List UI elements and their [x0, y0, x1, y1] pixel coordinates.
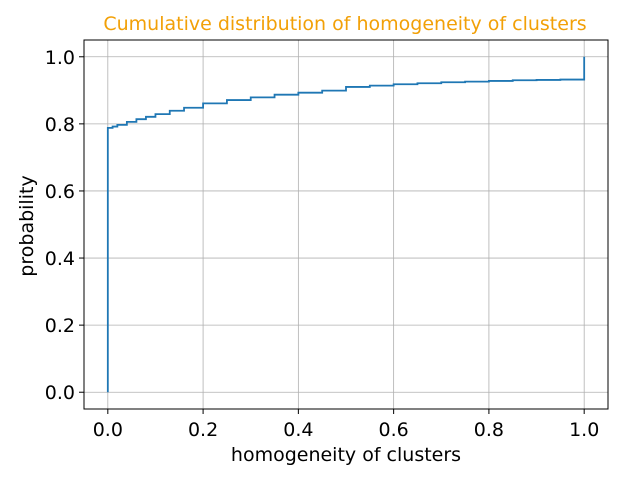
- series-group: [106, 56, 586, 393]
- x-tick-label: 0.8: [474, 419, 504, 441]
- y-tick-label: 1.0: [45, 47, 75, 69]
- x-tick-label: 0.2: [188, 419, 218, 441]
- chart-title: Cumulative distribution of homogeneity o…: [103, 13, 586, 35]
- axis-ticks: 0.0 0.2 0.4 0.6 0.8 1.0 0.0 0.2 0.4 0.6 0.8 1.0: [45, 47, 600, 441]
- y-tick-label: 0.2: [45, 315, 75, 337]
- y-tick-label: 0.0: [45, 382, 75, 404]
- x-tick-label: 0.6: [379, 419, 409, 441]
- x-tick-label: 0.4: [283, 419, 313, 441]
- y-tick-label: 0.6: [45, 181, 75, 203]
- cdf-line: [106, 56, 586, 393]
- x-axis-label: homogeneity of clusters: [231, 444, 461, 466]
- grid-lines: [84, 40, 608, 409]
- y-axis-label: probability: [16, 175, 38, 276]
- y-tick-label: 0.8: [45, 114, 75, 136]
- x-tick-label: 1.0: [569, 419, 599, 441]
- y-tick-label: 0.4: [45, 248, 75, 270]
- x-tick-label: 0.0: [93, 419, 123, 441]
- plot-frame: [83, 39, 609, 410]
